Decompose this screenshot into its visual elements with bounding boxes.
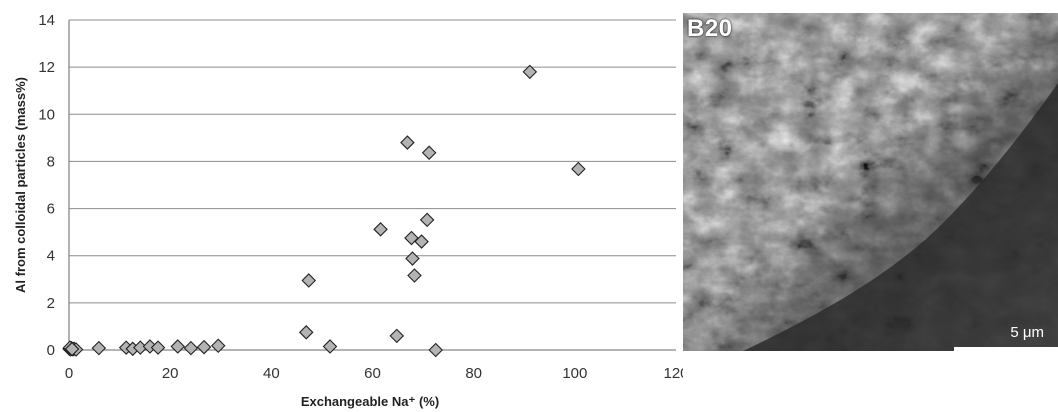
data-point	[419, 212, 435, 228]
data-point	[150, 340, 166, 355]
panel-label: B20	[687, 15, 733, 42]
x-tick-label: 40	[263, 365, 280, 382]
data-point	[428, 342, 444, 358]
data-point	[91, 340, 107, 356]
data-point	[414, 234, 429, 249]
data-point	[421, 145, 437, 160]
data-point	[322, 339, 338, 354]
x-tick-label: 120	[663, 365, 683, 382]
data-points	[62, 64, 586, 358]
data-point	[400, 135, 415, 150]
x-tick-label: 60	[364, 365, 381, 382]
x-tick-labels: 0 20 40 60 80 100 120	[65, 365, 683, 382]
data-point	[407, 268, 422, 283]
y-tick-label: 8	[47, 153, 55, 170]
scale-bar	[954, 347, 1058, 351]
data-point	[389, 328, 405, 344]
data-point	[64, 341, 80, 357]
data-point	[210, 338, 226, 354]
data-point	[170, 339, 186, 354]
x-tick-label: 20	[162, 365, 179, 382]
y-axis-title: Al from colloidal particles (mass%)	[13, 77, 28, 293]
x-axis-title: Exchangeable Na⁺ (%)	[301, 394, 439, 409]
y-tick-labels: 0 2 4 6 8 10 12 14	[38, 12, 55, 359]
y-tick-label: 0	[47, 342, 55, 359]
y-tick-label: 6	[47, 201, 55, 218]
y-tick-label: 2	[47, 295, 55, 312]
sem-micrograph: B20 5 μm	[683, 13, 1058, 351]
x-tick-label: 0	[65, 365, 73, 382]
x-tick-label: 80	[465, 365, 482, 382]
data-point	[183, 340, 199, 356]
y-tick-label: 14	[38, 12, 55, 29]
data-point	[373, 222, 388, 237]
data-point	[571, 161, 586, 177]
y-tick-label: 10	[38, 106, 55, 123]
data-point	[405, 251, 420, 266]
scatter-chart: 0 2 4 6 8 10 12 14 0 20 40 60 80 100 120 Exchangeable…	[13, 12, 683, 409]
data-point	[404, 230, 419, 246]
data-point	[196, 339, 212, 355]
y-tick-label: 12	[38, 59, 55, 76]
micrograph-image	[683, 13, 1058, 351]
gridlines	[69, 19, 676, 351]
y-tick-label: 4	[47, 248, 55, 265]
data-point	[298, 325, 314, 340]
data-point	[522, 64, 538, 80]
scale-bar-label: 5 μm	[1010, 324, 1044, 341]
x-tick-label: 100	[562, 365, 587, 382]
data-point	[301, 273, 317, 288]
